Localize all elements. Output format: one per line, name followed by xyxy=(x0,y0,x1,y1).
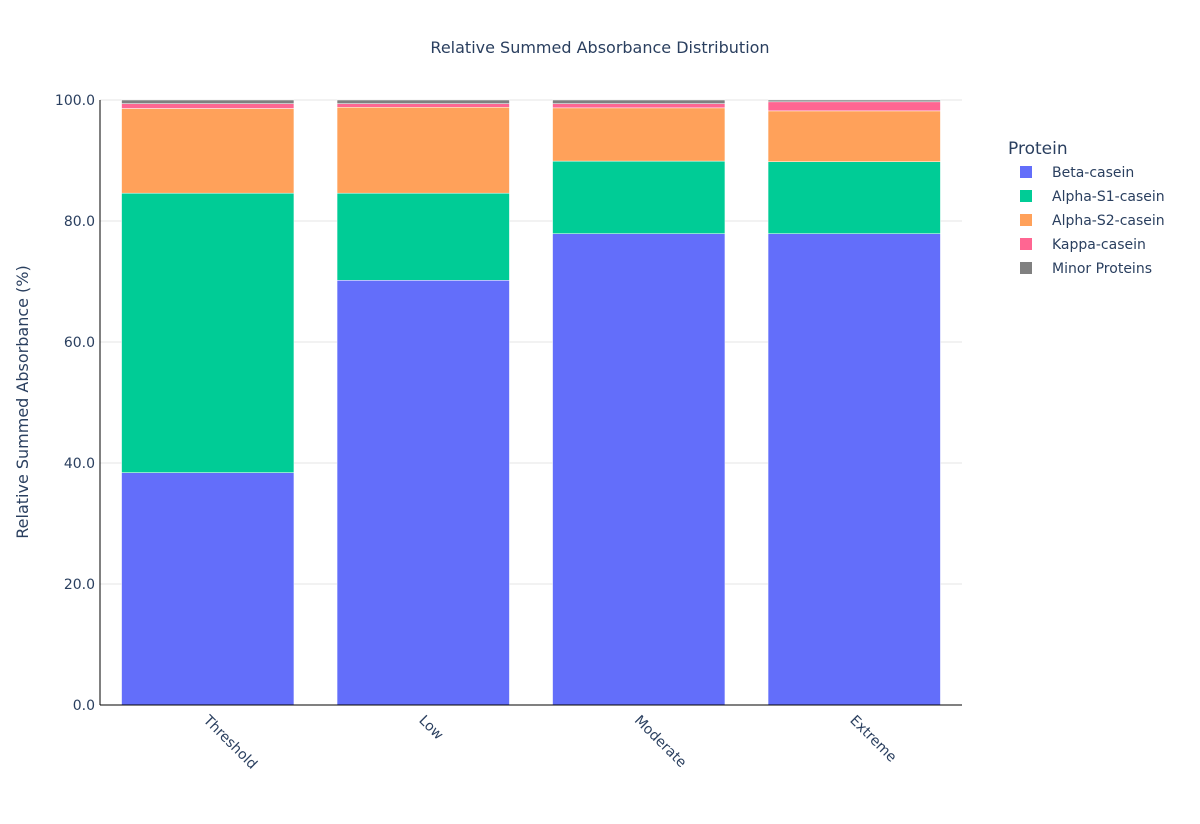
x-tick-label: Extreme xyxy=(846,713,899,766)
bar-minor-proteins xyxy=(552,99,726,104)
bar-kappa-casein xyxy=(552,103,726,109)
y-tick-label: 0.0 xyxy=(73,698,95,714)
legend-swatch xyxy=(1020,190,1032,202)
bar-kappa-casein xyxy=(767,101,941,112)
legend-label: Minor Proteins xyxy=(1052,261,1152,277)
legend-swatch xyxy=(1020,262,1032,274)
y-axis-label: Relative Summed Absorbance (%) xyxy=(13,265,32,538)
x-tick-label: Low xyxy=(415,713,446,744)
legend-swatch xyxy=(1020,166,1032,178)
y-tick-label: 60.0 xyxy=(64,335,95,351)
bar-alpha-s2-casein xyxy=(121,108,295,194)
x-tick-label: Moderate xyxy=(631,713,689,771)
bar-alpha-s1-casein xyxy=(767,161,941,234)
bar-alpha-s1-casein xyxy=(121,192,295,473)
legend-title: Protein xyxy=(1008,139,1068,159)
bar-alpha-s2-casein xyxy=(336,107,510,194)
legend-swatch xyxy=(1020,214,1032,226)
bar-minor-proteins xyxy=(767,99,941,103)
bar-alpha-s2-casein xyxy=(767,110,941,162)
legend-label: Alpha-S1-casein xyxy=(1052,189,1165,205)
bar-beta-casein xyxy=(767,233,941,706)
chart-title: Relative Summed Absorbance Distribution xyxy=(430,38,769,57)
bar-kappa-casein xyxy=(121,103,295,109)
bar-alpha-s1-casein xyxy=(552,160,726,234)
bar-alpha-s2-casein xyxy=(552,107,726,162)
y-tick-label: 40.0 xyxy=(64,456,95,472)
bar-beta-casein xyxy=(552,233,726,706)
y-tick-label: 80.0 xyxy=(64,214,95,230)
y-tick-label: 100.0 xyxy=(55,93,95,109)
legend-label: Alpha-S2-casein xyxy=(1052,213,1165,229)
legend-label: Beta-casein xyxy=(1052,165,1134,181)
bar-minor-proteins xyxy=(336,99,510,104)
bar-alpha-s1-casein xyxy=(336,192,510,281)
bar-kappa-casein xyxy=(336,103,510,108)
legend-swatch xyxy=(1020,238,1032,250)
bar-minor-proteins xyxy=(121,99,295,104)
y-tick-label: 20.0 xyxy=(64,577,95,593)
bar-beta-casein xyxy=(121,472,295,706)
bar-beta-casein xyxy=(336,280,510,706)
x-tick-label: Threshold xyxy=(199,712,260,773)
legend-label: Kappa-casein xyxy=(1052,237,1146,253)
